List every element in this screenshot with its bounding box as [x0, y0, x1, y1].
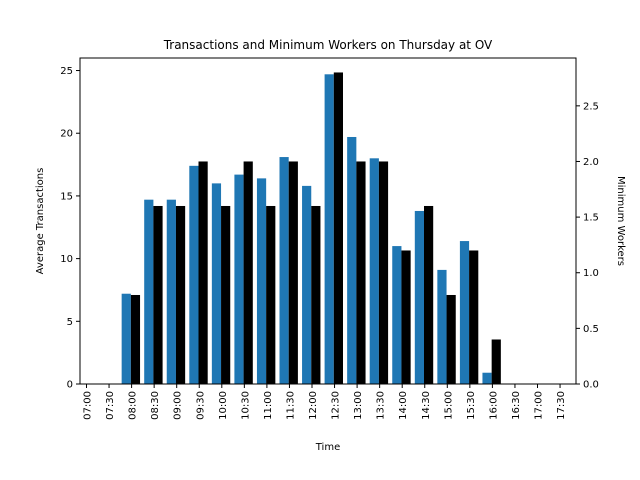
workers-bar — [221, 205, 231, 384]
right-y-axis-ticks: 0.0 0.5 1.0 1.5 2.0 2.5 — [576, 101, 599, 391]
transactions-bar — [437, 269, 447, 384]
x-tick-label: 17:00 — [534, 391, 545, 420]
workers-bar — [333, 72, 343, 385]
x-axis-label: Time — [315, 442, 340, 453]
transactions-bar — [121, 293, 131, 384]
workers-bar — [175, 205, 186, 384]
right-y-tick-label: 2.0 — [583, 157, 599, 168]
transactions-bar — [324, 74, 334, 385]
x-tick-label: 08:00 — [128, 391, 139, 420]
workers-bar — [266, 205, 276, 384]
transactions-bar — [392, 246, 402, 384]
x-tick-label: 13:00 — [353, 391, 364, 420]
workers-bar — [469, 250, 479, 384]
x-tick-label: 16:30 — [511, 391, 522, 420]
workers-bar — [424, 205, 434, 384]
right-y-tick-label: 1.0 — [583, 268, 599, 279]
transactions-bar — [234, 174, 244, 384]
x-tick-label: 09:00 — [173, 391, 184, 420]
chart-title: Transactions and Minimum Workers on Thur… — [163, 38, 493, 52]
transactions-bar — [302, 185, 312, 384]
transactions-bar — [459, 241, 470, 384]
x-tick-label: 16:00 — [488, 391, 499, 420]
left-y-axis-label: Average Transactions — [35, 168, 46, 275]
workers-bar — [153, 205, 163, 384]
workers-bar — [401, 250, 411, 384]
left-y-tick-label: 0 — [67, 380, 73, 391]
workers-bar — [198, 161, 208, 384]
x-tick-label: 10:00 — [218, 391, 229, 420]
x-axis-ticks: 07:00 07:30 08:00 08:30 09:00 09:30 10:00 10:30… — [83, 384, 567, 420]
x-tick-label: 15:30 — [466, 391, 477, 420]
x-tick-label: 11:00 — [263, 391, 274, 420]
left-y-axis-ticks: 0 5 10 15 20 25 — [60, 66, 80, 391]
x-tick-label: 09:30 — [195, 391, 206, 420]
transactions-bar — [482, 372, 492, 384]
transactions-bar — [166, 199, 176, 384]
x-tick-label: 12:00 — [308, 391, 319, 420]
x-tick-label: 07:30 — [105, 391, 116, 420]
transactions-bar — [347, 136, 357, 384]
right-y-tick-label: 0.0 — [583, 380, 599, 391]
left-y-tick-label: 5 — [67, 317, 73, 328]
right-y-tick-label: 2.5 — [583, 101, 599, 112]
left-y-tick-label: 10 — [60, 254, 73, 265]
workers-bar — [243, 161, 253, 384]
x-tick-label: 12:30 — [331, 391, 342, 420]
plot-frame — [79, 57, 577, 385]
x-tick-label: 08:30 — [150, 391, 161, 420]
workers-bar — [130, 294, 141, 384]
workers-bar — [446, 294, 456, 384]
transactions-bar — [211, 183, 222, 384]
workers-bar — [311, 205, 321, 384]
x-tick-label: 14:00 — [398, 391, 409, 420]
workers-bar — [356, 161, 366, 384]
left-y-tick-label: 15 — [60, 191, 73, 202]
workers-bar — [491, 339, 501, 384]
right-y-tick-label: 0.5 — [583, 324, 599, 335]
right-y-axis-label: Minimum Workers — [615, 176, 626, 266]
transactions-bar — [256, 178, 267, 384]
x-tick-label: 10:30 — [240, 391, 251, 420]
x-tick-label: 14:30 — [421, 391, 432, 420]
right-y-tick-label: 1.5 — [583, 213, 599, 224]
left-y-tick-label: 25 — [60, 66, 73, 77]
workers-bar — [378, 161, 389, 384]
x-tick-label: 07:00 — [83, 391, 94, 420]
x-tick-label: 13:30 — [376, 391, 387, 420]
x-tick-label: 17:30 — [556, 391, 567, 420]
transactions-bar — [144, 199, 154, 384]
bars-layer — [121, 72, 501, 385]
transactions-bar — [369, 158, 379, 384]
left-y-tick-label: 20 — [60, 129, 73, 140]
transactions-bar — [189, 165, 199, 384]
workers-bar — [288, 161, 298, 384]
x-tick-label: 15:00 — [443, 391, 454, 420]
transactions-bar — [279, 157, 289, 384]
transactions-bar — [414, 210, 424, 384]
x-tick-label: 11:30 — [285, 391, 296, 420]
